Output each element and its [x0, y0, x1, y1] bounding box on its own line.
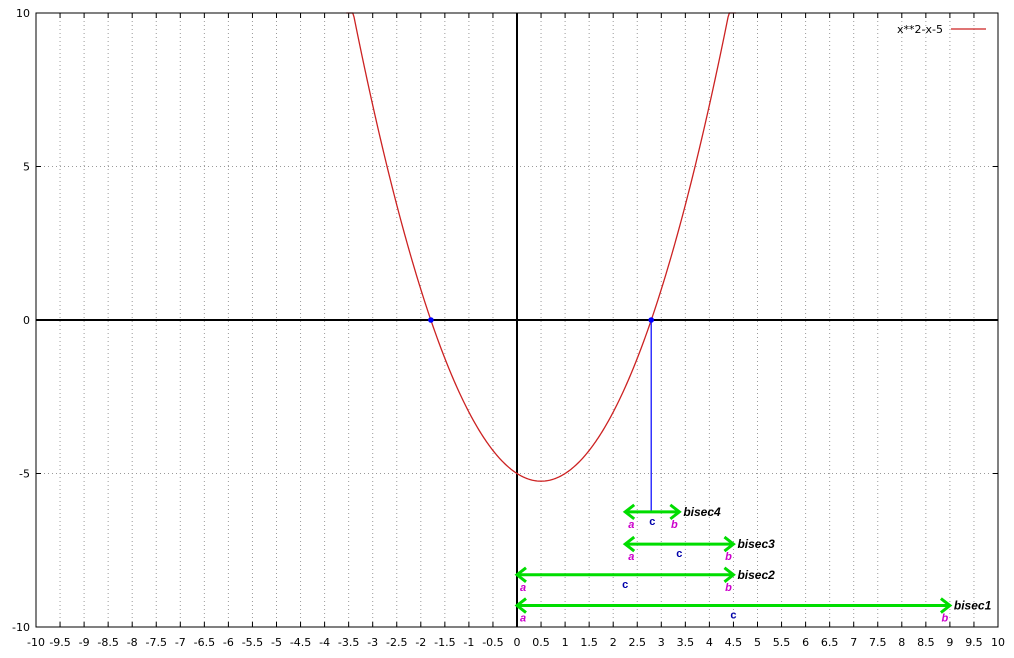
bisection-label: bisec4 — [683, 505, 721, 519]
bisection-c-label: c — [649, 516, 655, 528]
bisection-arrow-head-left — [514, 597, 527, 614]
bisection-b-label: b — [725, 551, 732, 563]
x-tick-label: -7 — [175, 636, 186, 649]
series-curve — [346, 12, 736, 482]
bisection-c-label: c — [676, 548, 682, 560]
x-tick-label: -9.5 — [49, 636, 70, 649]
bisection-annotations: bisec1 a b c bisec2 a b c bisec3 a b c bisec4 a b c — [514, 503, 992, 625]
x-tick-label: 4 — [706, 636, 713, 649]
bisection-b-label: b — [725, 582, 732, 594]
x-tick-label: 3.5 — [677, 636, 695, 649]
x-tick-label: -6.5 — [194, 636, 215, 649]
x-tick-label: -9 — [79, 636, 90, 649]
x-tick-label: -5 — [271, 636, 282, 649]
axis-layer — [35, 12, 999, 628]
plot-frame — [35, 12, 999, 628]
bisection-arrow-head-right — [939, 597, 953, 614]
x-tick-label: -8.5 — [97, 636, 118, 649]
x-tick-label: 5.5 — [773, 636, 791, 649]
bisection-c-label: c — [730, 610, 736, 622]
x-tick-label: 8 — [898, 636, 905, 649]
root-point — [648, 317, 654, 323]
y-tick-label: 10 — [16, 7, 30, 20]
x-tick-label: 7 — [850, 636, 857, 649]
bisection-a-label: a — [628, 519, 634, 531]
x-tick-label: 2 — [610, 636, 617, 649]
x-tick-label: 1.5 — [580, 636, 598, 649]
x-tick-label: 8.5 — [917, 636, 935, 649]
bisection-arrow-head-right — [669, 503, 682, 521]
x-tick-label: 7.5 — [869, 636, 887, 649]
y-tick-label: -10 — [12, 621, 30, 634]
x-tick-label: -4 — [319, 636, 330, 649]
x-tick-label: -8 — [127, 636, 138, 649]
x-tick-label: -1 — [463, 636, 474, 649]
x-tick-label: -10 — [27, 636, 45, 649]
x-tick-label: 6 — [802, 636, 809, 649]
bisection-label: bisec3 — [737, 537, 775, 551]
bisection-a-label: a — [520, 582, 526, 594]
bisection-arrow-head-left — [622, 535, 636, 553]
legend: x**2-x-5 — [897, 23, 986, 36]
bisection-arrow-head-left — [622, 503, 636, 521]
x-tick-label: -4.5 — [290, 636, 311, 649]
x-tick-label: -2.5 — [386, 636, 407, 649]
bisection-label: bisec1 — [954, 599, 992, 613]
bisection-a-label: a — [628, 551, 634, 563]
bisection-label: bisec2 — [737, 568, 775, 582]
bisection-arrow-head-right — [723, 566, 736, 583]
x-tick-label: -5.5 — [242, 636, 263, 649]
tick-labels: -10 -9.5 -9 -8.5 -8 -7.5 -7 -6.5 -6 -5.5 -5 -4.5 -4-… — [12, 7, 1005, 649]
x-tick-label: 6.5 — [821, 636, 839, 649]
bisection-a-label: a — [520, 613, 526, 625]
bisection-b-label: b — [942, 613, 949, 625]
y-tick-label: 0 — [23, 314, 30, 327]
x-tick-label: 5 — [754, 636, 761, 649]
x-tick-label: -1.5 — [434, 636, 455, 649]
bisection-arrow-head-right — [723, 535, 736, 553]
x-tick-label: 3 — [658, 636, 665, 649]
x-tick-label: -2 — [415, 636, 426, 649]
y-tick-label: 5 — [23, 161, 30, 174]
legend-label: x**2-x-5 — [897, 23, 943, 36]
x-tick-label: -6 — [223, 636, 234, 649]
x-tick-label: -0.5 — [482, 636, 503, 649]
bisection-c-label: c — [622, 579, 628, 591]
x-tick-label: -3.5 — [338, 636, 359, 649]
x-tick-label: 0 — [514, 636, 521, 649]
x-tick-label: -3 — [367, 636, 378, 649]
x-tick-label: 4.5 — [725, 636, 743, 649]
x-tick-label: 2.5 — [629, 636, 647, 649]
x-tick-label: 9.5 — [965, 636, 983, 649]
bisection-arrow-head-left — [514, 566, 527, 583]
curve-layer — [346, 12, 736, 512]
x-tick-label: 0.5 — [532, 636, 550, 649]
x-tick-label: 9 — [946, 636, 953, 649]
y-tick-label: -5 — [19, 468, 30, 481]
root-point — [428, 317, 434, 323]
x-tick-label: -7.5 — [146, 636, 167, 649]
bisection-b-label: b — [671, 519, 678, 531]
x-tick-label: 1 — [562, 636, 569, 649]
x-tick-label: 10 — [991, 636, 1005, 649]
